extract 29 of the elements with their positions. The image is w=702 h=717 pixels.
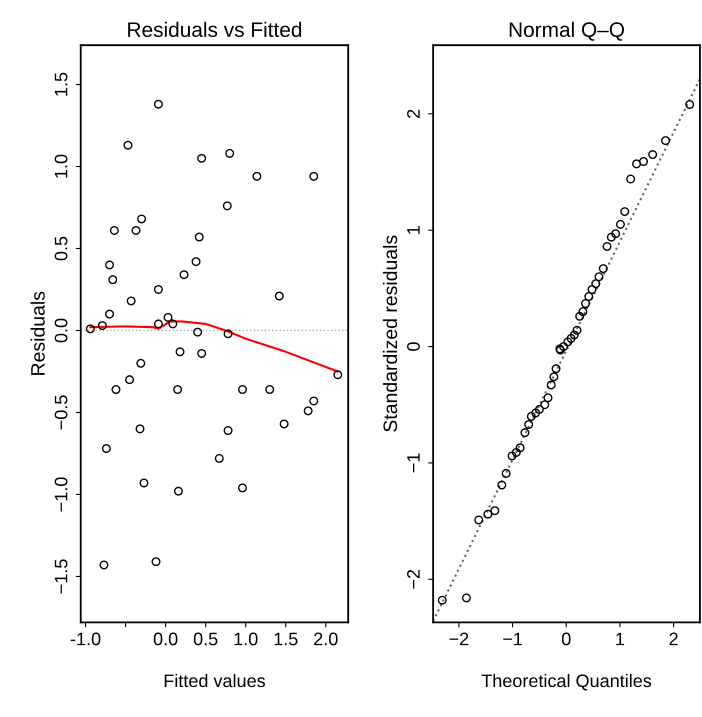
x-axis-title: Theoretical Quantiles bbox=[482, 674, 652, 690]
y-tick-label: −1.0 bbox=[54, 477, 68, 512]
y-tick-label: 1 bbox=[407, 226, 420, 234]
x-tick-label: 2.0 bbox=[314, 632, 338, 646]
x-tick-label: 1.0 bbox=[234, 632, 258, 646]
chart-title: Normal Q–Q bbox=[510, 22, 624, 41]
x-tick-label: 0.0 bbox=[154, 632, 178, 646]
x-tick-label: 0 bbox=[562, 632, 571, 646]
x-tick-label: −2 bbox=[449, 632, 468, 646]
y-tick-label: 0.5 bbox=[54, 236, 68, 260]
y-tick-label: 1.0 bbox=[54, 154, 68, 178]
x-tick-label: −1 bbox=[503, 632, 522, 646]
y-tick-label: 1.5 bbox=[54, 72, 68, 96]
x-tick-label: -1.0 bbox=[70, 632, 100, 646]
y-tick-label: 0 bbox=[407, 342, 420, 351]
y-tick-label: −1 bbox=[407, 454, 420, 472]
y-axis-title: Residuals bbox=[30, 292, 45, 375]
y-tick-label: 0.0 bbox=[54, 318, 68, 342]
x-tick-label: 0.5 bbox=[194, 632, 218, 646]
y-tick-label: −1.5 bbox=[54, 559, 68, 594]
y-tick-label: −2 bbox=[407, 570, 420, 589]
x-tick-label: 2 bbox=[669, 632, 678, 646]
y-tick-label: 2 bbox=[407, 110, 420, 118]
x-axis-title: Fitted values bbox=[164, 674, 265, 688]
y-tick-label: −0.5 bbox=[54, 395, 68, 430]
x-tick-label: 1 bbox=[616, 632, 624, 646]
y-axis-title: Standardized residuals bbox=[382, 236, 398, 432]
x-tick-label: 1.5 bbox=[274, 632, 298, 646]
chart-title: Residuals vs Fitted bbox=[128, 22, 302, 38]
